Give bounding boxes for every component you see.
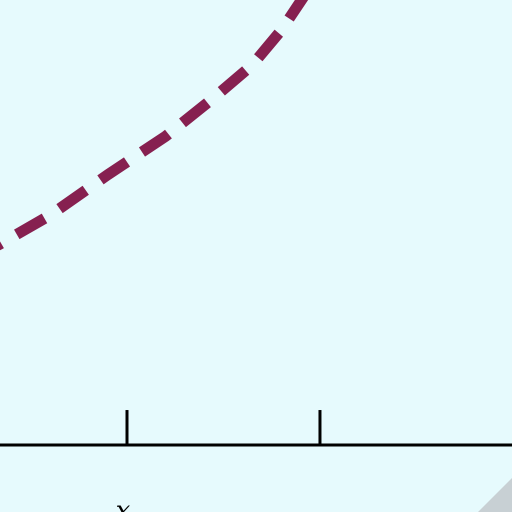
x-axis-label: x <box>116 496 131 512</box>
corner-decoration <box>478 478 512 512</box>
curve <box>0 0 309 251</box>
